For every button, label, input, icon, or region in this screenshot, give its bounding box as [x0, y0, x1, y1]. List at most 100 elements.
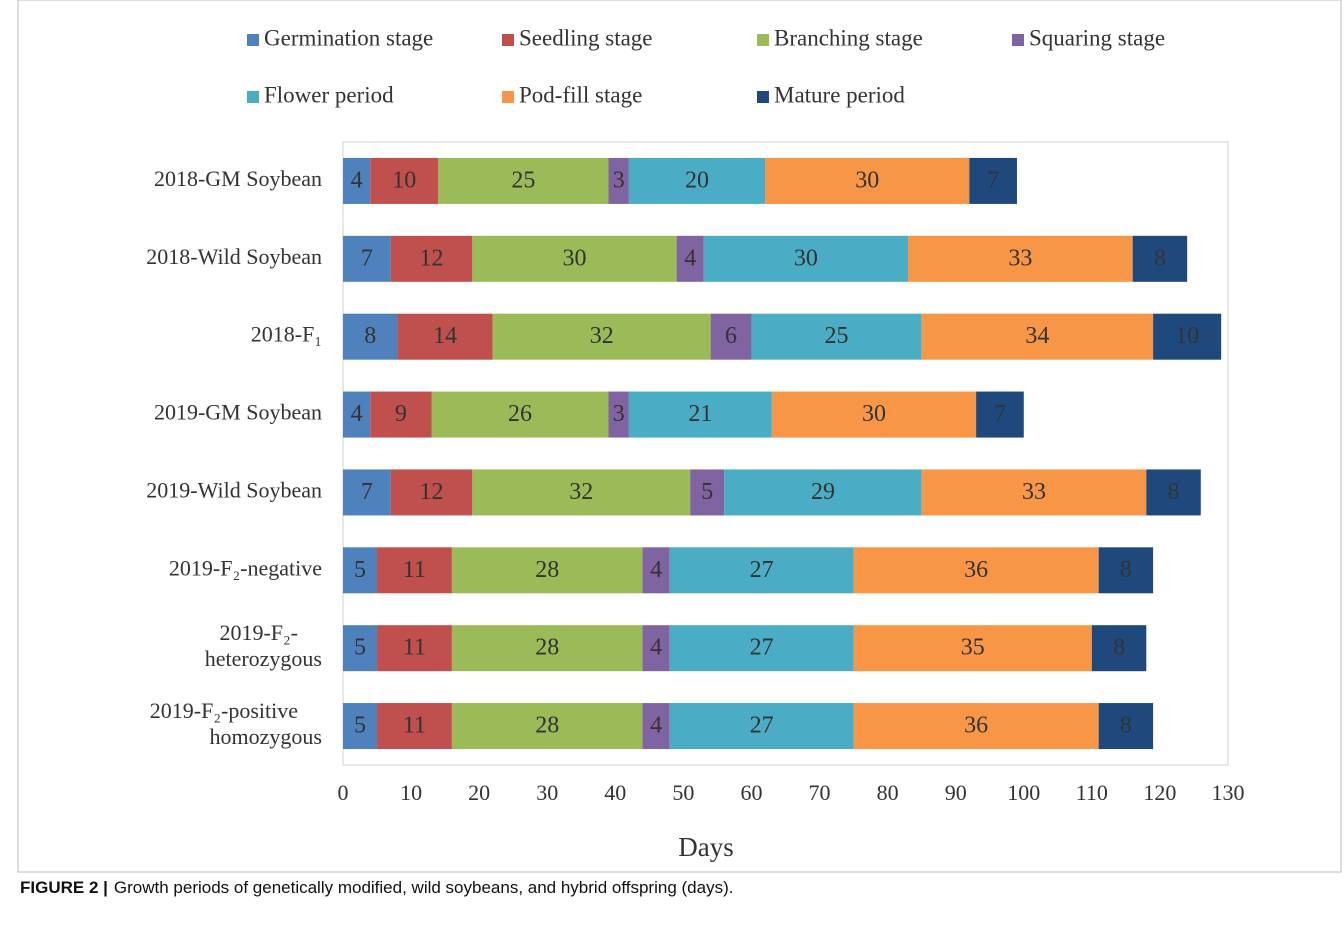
- legend-swatch: [1012, 34, 1024, 46]
- bar-segment: [642, 625, 670, 672]
- bar-segment: [921, 313, 1154, 360]
- data-label: 4: [650, 635, 662, 661]
- x-tick-label: 60: [740, 780, 762, 805]
- data-label: 4: [684, 245, 696, 271]
- data-label: 36: [964, 557, 988, 583]
- data-label: 9: [395, 401, 407, 427]
- data-label: 28: [535, 557, 559, 583]
- legend-label: Flower period: [264, 82, 394, 107]
- x-tick-label: 70: [809, 780, 831, 805]
- data-label: 27: [750, 713, 774, 739]
- x-tick-label: 10: [400, 780, 422, 805]
- data-label: 32: [569, 479, 593, 505]
- data-label: 34: [1025, 323, 1049, 349]
- bar-segment: [343, 313, 398, 360]
- y-tick-line: 2019-F₂-positive: [150, 698, 298, 723]
- bar-segment: [642, 703, 670, 750]
- bar-segment: [771, 391, 977, 438]
- data-label: 10: [392, 167, 416, 193]
- y-tick-label: 2019-Wild Soybean: [146, 477, 322, 502]
- y-tick-line: heterozygous: [205, 646, 322, 671]
- legend-swatch: [247, 34, 259, 46]
- data-label: 25: [825, 323, 849, 349]
- bar-segment: [397, 313, 493, 360]
- data-label: 3: [613, 401, 625, 427]
- bar-segment: [853, 625, 1092, 672]
- x-axis-label: Days: [678, 832, 734, 862]
- plot-frame: [342, 141, 1229, 766]
- data-label: 11: [403, 713, 426, 739]
- bar-segment: [853, 547, 1099, 594]
- data-label: 33: [1022, 479, 1046, 505]
- data-label: 4: [351, 401, 363, 427]
- legend-label: Germination stage: [264, 25, 433, 50]
- bar-segment: [669, 703, 854, 750]
- bar-segment: [1146, 469, 1201, 516]
- legend-label: Pod-fill stage: [519, 82, 642, 107]
- legend-label: Seedling stage: [519, 25, 653, 50]
- bar-segment: [451, 547, 643, 594]
- bar-segment: [690, 469, 725, 516]
- y-tick-label: 2019-F₂-heterozygous: [205, 620, 322, 671]
- data-label: 12: [420, 245, 444, 271]
- bar-segment: [908, 235, 1133, 282]
- data-label: 8: [1168, 479, 1180, 505]
- x-tick-label: 130: [1212, 780, 1245, 805]
- bar-segment: [390, 235, 473, 282]
- bar-segment: [431, 391, 609, 438]
- x-tick-label: 80: [877, 780, 899, 805]
- data-label: 5: [354, 635, 366, 661]
- bar-segment: [765, 157, 970, 204]
- data-label: 11: [403, 557, 426, 583]
- data-label: 25: [511, 167, 535, 193]
- figure-frame: [17, 0, 1342, 873]
- x-tick-label: 90: [945, 780, 967, 805]
- data-label: 8: [1113, 635, 1125, 661]
- bar-segment: [472, 235, 677, 282]
- data-label: 5: [354, 557, 366, 583]
- legend-swatch: [502, 91, 514, 103]
- bar-segment: [343, 625, 378, 672]
- data-label: 8: [1120, 713, 1132, 739]
- bar-segment: [976, 391, 1024, 438]
- data-label: 7: [987, 167, 999, 193]
- bar-segment: [1153, 313, 1222, 360]
- data-label: 26: [508, 401, 532, 427]
- data-label: 6: [725, 323, 737, 349]
- bar-segment: [343, 391, 371, 438]
- x-tick-label: 50: [672, 780, 694, 805]
- caption: FIGURE 2 | Growth periods of genetically …: [20, 878, 733, 897]
- data-label: 7: [361, 479, 373, 505]
- bar-segment: [628, 157, 766, 204]
- data-label: 4: [650, 557, 662, 583]
- data-label: 10: [1175, 323, 1199, 349]
- x-tick-label: 110: [1076, 780, 1108, 805]
- caption-label: FIGURE 2 |: [20, 878, 108, 897]
- x-tick-label: 0: [338, 780, 349, 805]
- bar-segment: [492, 313, 711, 360]
- x-tick-label: 100: [1007, 780, 1040, 805]
- bar-segment: [370, 157, 439, 204]
- data-label: 7: [361, 245, 373, 271]
- data-label: 8: [1154, 245, 1166, 271]
- bar-segment: [343, 157, 371, 204]
- bar-segment: [724, 469, 922, 516]
- data-label: 5: [701, 479, 713, 505]
- data-label: 28: [535, 635, 559, 661]
- x-tick-label: 40: [604, 780, 626, 805]
- x-tick-label: 30: [536, 780, 558, 805]
- bar-segment: [669, 547, 854, 594]
- bar-segment: [628, 391, 772, 438]
- bar-segment: [1098, 547, 1154, 594]
- bar-segment: [642, 547, 670, 594]
- x-tick-label: 120: [1143, 780, 1176, 805]
- legend-label: Mature period: [774, 82, 905, 107]
- y-tick-line: 2019-F₂-: [219, 620, 298, 645]
- bar-segment: [370, 391, 432, 438]
- x-tick-label: 20: [468, 780, 490, 805]
- data-label: 28: [535, 713, 559, 739]
- y-tick-label: 2019-GM Soybean: [154, 400, 322, 425]
- data-label: 27: [750, 635, 774, 661]
- data-label: 33: [1008, 245, 1032, 271]
